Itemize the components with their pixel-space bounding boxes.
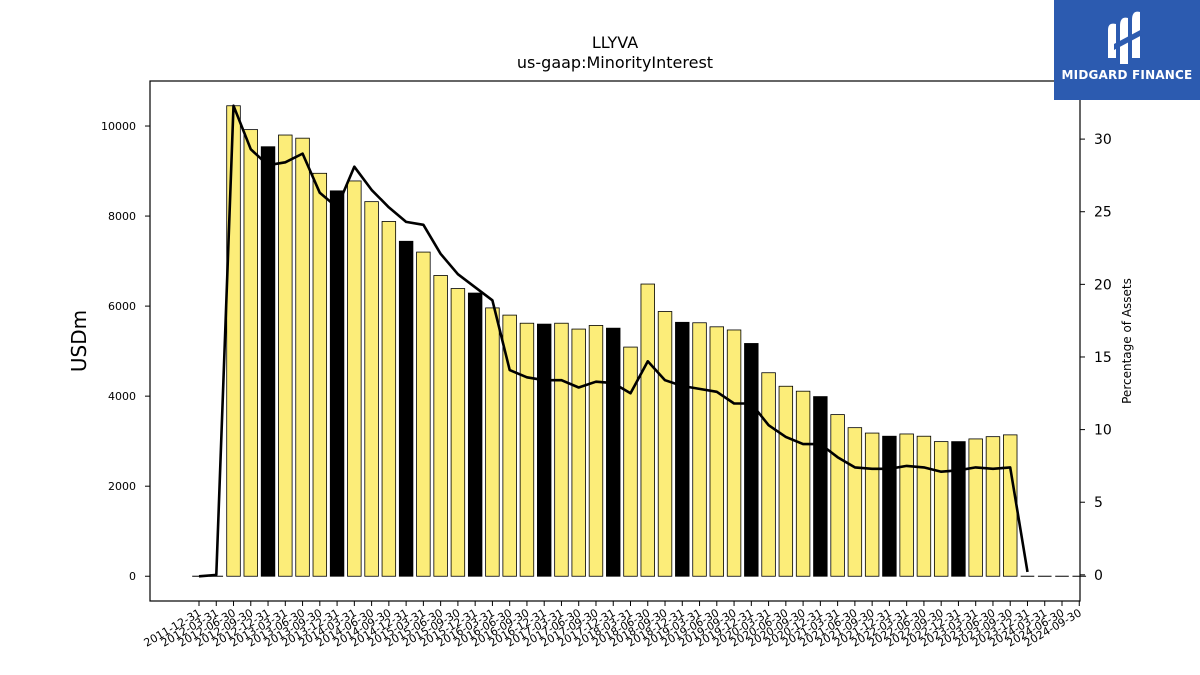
bar: [243, 129, 258, 577]
bar: [329, 190, 345, 577]
bar: [899, 433, 914, 577]
bar: [726, 329, 742, 577]
bar: [951, 441, 966, 577]
midgard-logo-icon: [1108, 11, 1144, 64]
bar: [416, 251, 431, 577]
bar: [968, 438, 983, 577]
bar: [916, 435, 932, 577]
x-axis: 2011-12-312012-03-312012-06-302012-09-30…: [142, 601, 1084, 650]
bar: [433, 275, 448, 577]
bar-layer: [192, 105, 1087, 577]
bar: [364, 201, 379, 577]
bar: [778, 385, 794, 577]
bar: [985, 436, 1001, 577]
y2-tick-label: 20: [1094, 277, 1112, 293]
bar: [347, 180, 362, 577]
bar: [795, 390, 811, 577]
y2-tick-label: 30: [1094, 132, 1112, 148]
bar: [623, 346, 638, 577]
y2-axis-label: Percentage of Assets: [1120, 278, 1134, 404]
y2-tick-label: 25: [1094, 205, 1112, 221]
bar: [640, 283, 655, 577]
y-tick-label: 6000: [108, 300, 136, 313]
bar: [312, 172, 328, 577]
bar: [537, 323, 552, 577]
bar: [485, 307, 500, 577]
y2-tick-label: 0: [1094, 568, 1103, 584]
bar: [675, 321, 690, 577]
bar: [744, 343, 759, 577]
bar: [398, 240, 414, 577]
y2-tick-label: 5: [1094, 495, 1103, 511]
bar: [226, 105, 241, 577]
brand-logo: MIDGARD FINANCE: [1054, 0, 1200, 100]
y-tick-label: 10000: [101, 120, 136, 133]
bar: [278, 134, 293, 577]
bar: [761, 372, 776, 577]
bar: [295, 137, 310, 577]
bar: [692, 322, 707, 577]
bar: [864, 432, 880, 577]
y-tick-label: 0: [129, 570, 136, 583]
y-axis-label: USDm: [67, 310, 91, 372]
chart-title: LLYVA: [592, 33, 638, 52]
bar: [709, 326, 725, 577]
bar: [554, 322, 569, 577]
y-tick-label: 4000: [108, 390, 136, 403]
bar: [588, 325, 604, 577]
bar: [606, 327, 621, 577]
y-tick-label: 8000: [108, 210, 136, 223]
bar: [657, 311, 673, 577]
y2-tick-label: 15: [1094, 350, 1112, 366]
y2-tick-label: 10: [1094, 423, 1112, 439]
bar: [882, 435, 897, 577]
bar: [260, 146, 276, 577]
bar: [830, 414, 845, 577]
series-line: [198, 104, 1029, 578]
y-tick-label: 2000: [108, 480, 136, 493]
bar: [813, 396, 828, 577]
chart-subtitle: us-gaap:MinorityInterest: [517, 53, 713, 72]
bar: [467, 292, 483, 577]
plot-frame: [149, 80, 1081, 602]
bar: [1003, 434, 1018, 577]
line-layer: [198, 104, 1029, 578]
bar: [450, 288, 466, 577]
left-axis: 0 2000 4000 6000 8000 10000: [101, 120, 150, 583]
logo-text: MIDGARD FINANCE: [1061, 68, 1193, 82]
bar: [847, 427, 863, 577]
bar: [519, 322, 535, 577]
bar: [502, 314, 517, 577]
right-axis: 0 5 10 15 20 25 30: [1080, 132, 1112, 584]
bar: [933, 441, 949, 577]
bar: [381, 221, 397, 577]
bar: [571, 328, 586, 577]
